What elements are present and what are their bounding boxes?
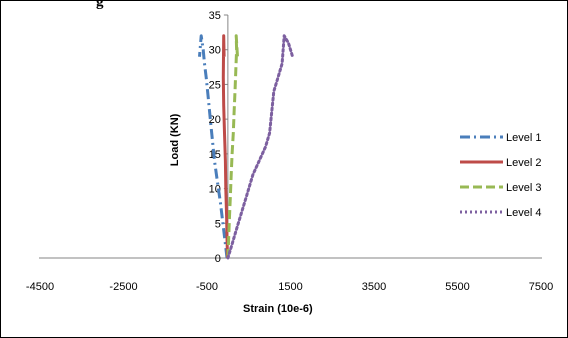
- x-tick-label: -500: [196, 281, 218, 293]
- legend-label-level-2: Level 2: [506, 157, 541, 169]
- y-axis-title: Load (KN): [169, 113, 181, 166]
- y-tick-label: 25: [209, 79, 221, 91]
- x-tick-label: 1500: [278, 281, 302, 293]
- series-line-level-2: [221, 34, 229, 259]
- legend: Level 1 Level 2 Level 3 Level 4: [460, 132, 541, 219]
- series-line-level-4: [226, 34, 295, 260]
- series-group: [198, 34, 295, 260]
- series-line-level-1: [198, 34, 229, 259]
- x-tick-label: -4500: [26, 281, 54, 293]
- x-tick-label: 7500: [529, 281, 553, 293]
- y-tick-label: 0: [215, 253, 221, 265]
- x-tick-label: 5500: [445, 281, 469, 293]
- legend-label-level-3: Level 3: [506, 182, 541, 194]
- legend-label-level-1: Level 1: [506, 132, 541, 144]
- x-tick-label: -2500: [109, 281, 137, 293]
- x-axis-title: Strain (10e-6): [243, 303, 313, 315]
- clipped-heading: g: [96, 0, 104, 10]
- y-tick-label: 35: [209, 10, 221, 22]
- y-tick-label: 30: [209, 45, 221, 57]
- series-line-level-3: [226, 34, 239, 259]
- legend-label-level-4: Level 4: [506, 207, 541, 219]
- y-tick-label: 5: [215, 218, 221, 230]
- x-tick-label: 3500: [362, 281, 386, 293]
